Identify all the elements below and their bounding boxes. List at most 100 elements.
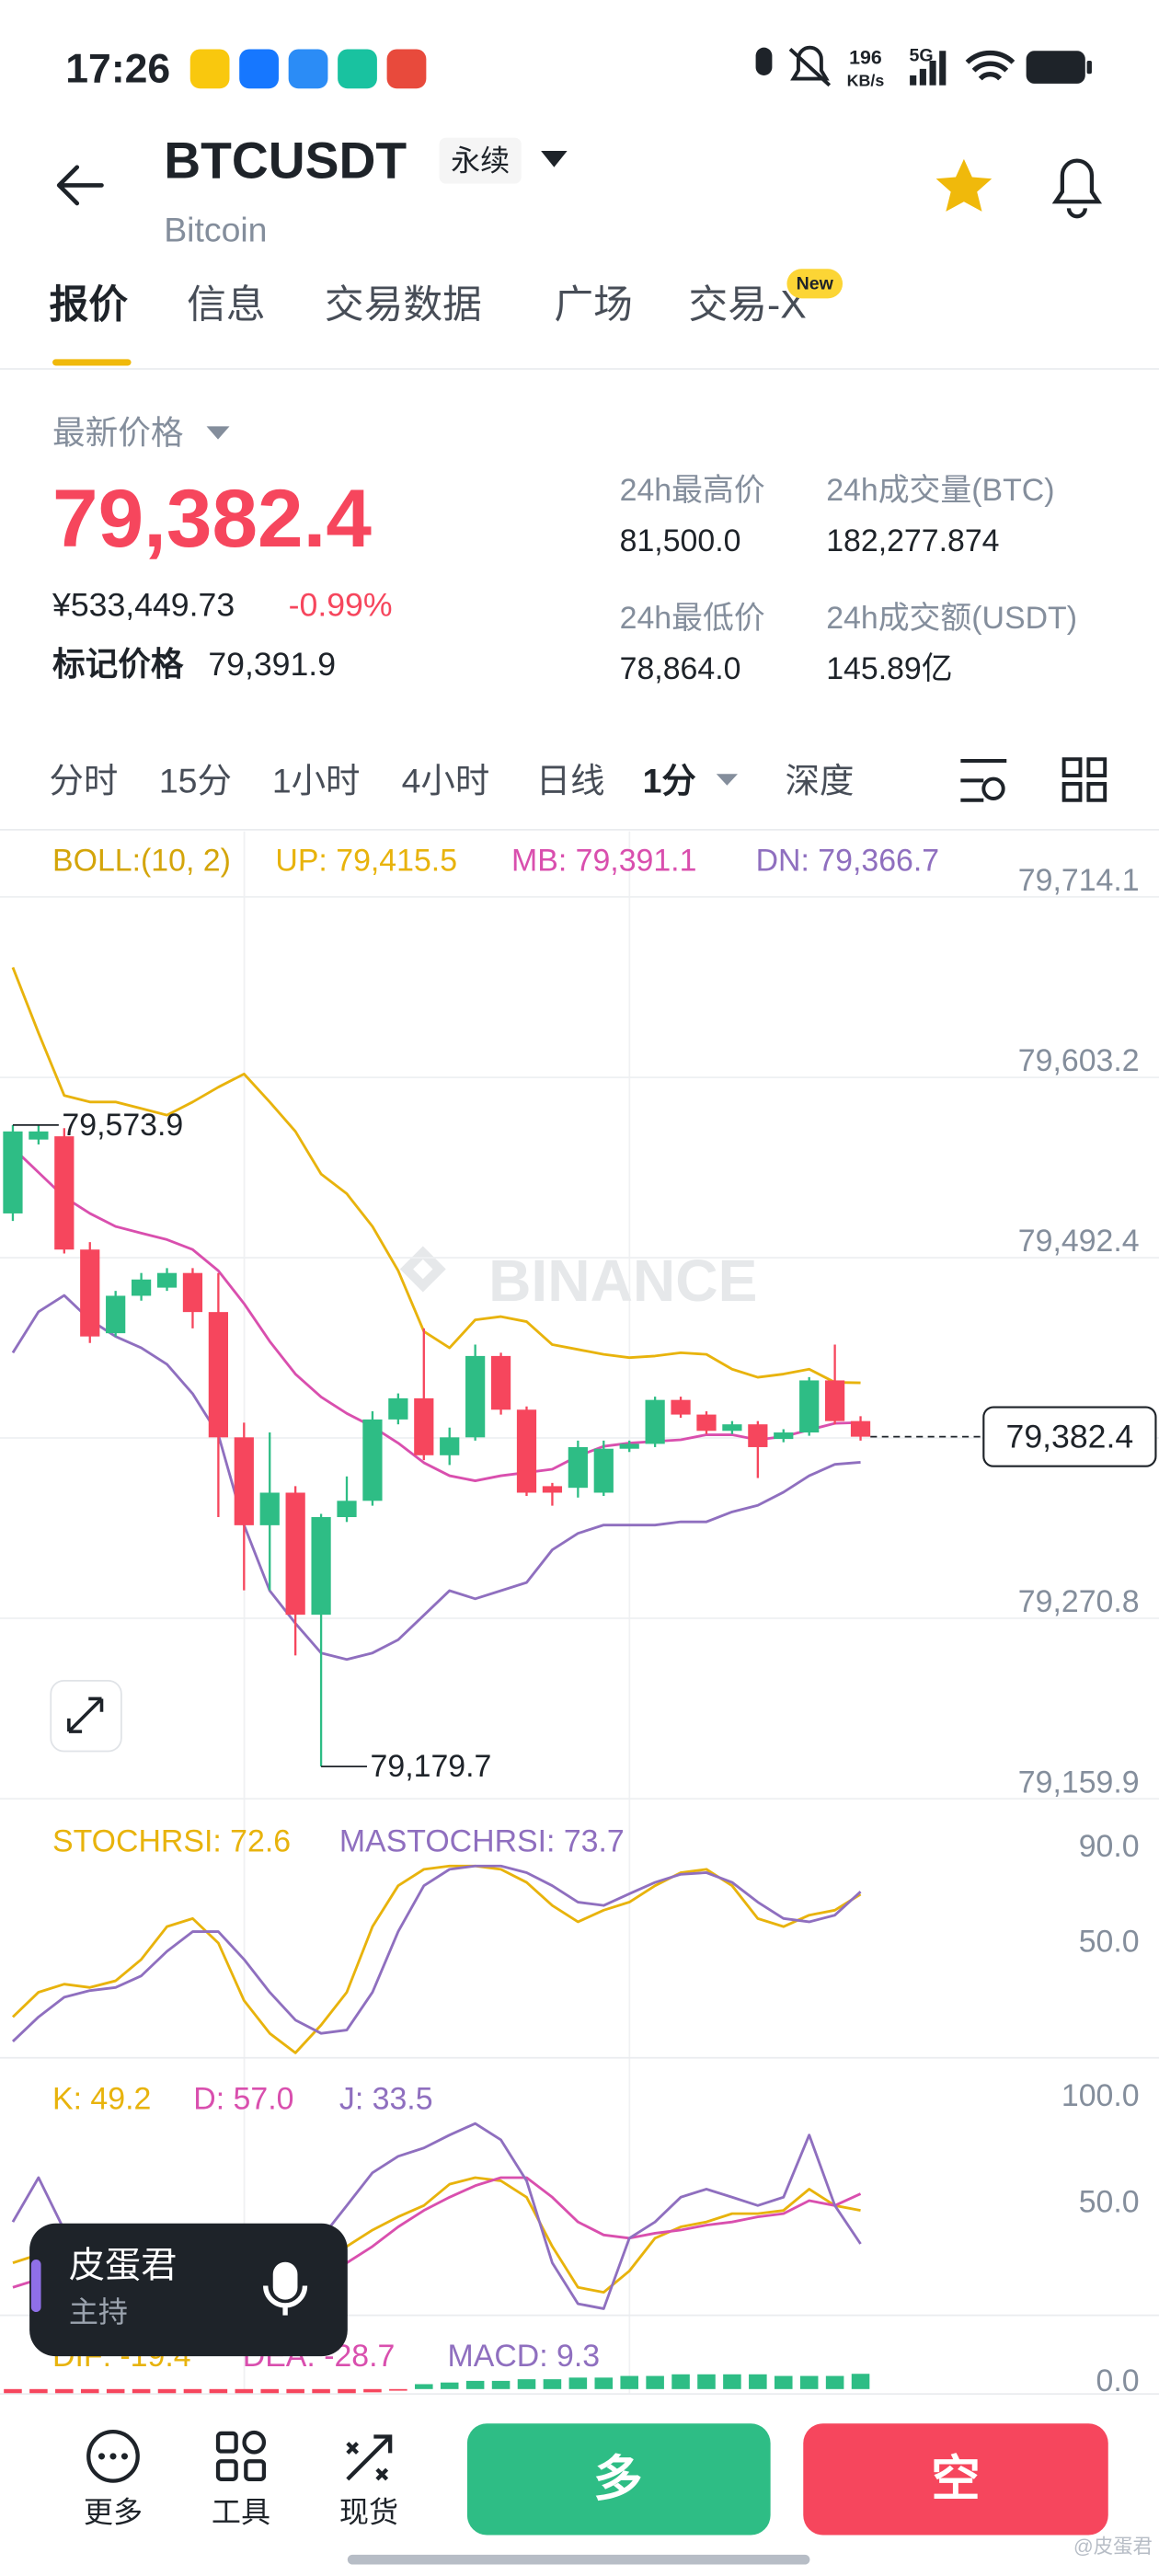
interval-tab[interactable]: 15分 [159,761,232,799]
macd-bar [851,2374,870,2389]
candle-body [80,1249,100,1337]
macd-bar [543,2379,562,2389]
app-icon [239,49,279,89]
long-button-label[interactable]: 多 [593,2452,642,2506]
long-button[interactable] [466,2423,771,2536]
macd-bar [440,2382,459,2389]
alert-bell[interactable] [1051,158,1103,219]
favorite-star[interactable] [935,158,993,212]
watermark: BINANCE [488,1248,757,1314]
mark-price-label: 标记价格 [52,646,184,683]
tab[interactable]: 广场 [554,283,633,328]
candle-body [362,1419,383,1501]
indicator-line [11,1294,861,1662]
symbol-dropdown[interactable] [541,150,568,167]
interval-tab[interactable]: 日线 [536,761,605,799]
more-icon[interactable] [86,2430,140,2483]
macd-bar [697,2374,716,2389]
layout-toggle[interactable] [1061,757,1107,802]
expand-button[interactable] [50,1679,122,1753]
host-name: 皮蛋君 [69,2247,178,2286]
macd-bar [465,2380,485,2389]
interval-dropdown[interactable] [716,774,738,786]
y-tick-label: 79,714.1 [1018,863,1140,898]
home-indicator [347,2554,810,2565]
mic-icon [755,47,773,75]
y-tick-label: 79,603.2 [1018,1043,1140,1078]
app-icon [338,49,377,89]
interval-tab[interactable]: 1分 [643,761,696,799]
candle-body [234,1437,254,1525]
macd-bar [620,2375,638,2389]
back-button[interactable] [56,165,104,206]
indicator-line [11,966,861,1385]
live-card[interactable] [29,2223,348,2357]
legend-entry: MACD: 9.3 [448,2339,601,2374]
candle-body [516,1409,537,1493]
last-price-label: 79,382.4 [1006,1419,1134,1455]
short-button[interactable] [803,2423,1108,2536]
active-tab-indicator [52,359,132,366]
candle-body [722,1424,742,1432]
macd-bar [389,2388,407,2391]
candle-body [748,1424,768,1447]
y-tick-label: 79,492.4 [1018,1224,1140,1259]
last-price-box [982,1406,1157,1467]
legend-entry: D: 57.0 [193,2081,293,2116]
y-tick-label: 90.0 [1079,1829,1140,1864]
indicator-settings[interactable] [960,759,1007,802]
macd-bar [825,2375,844,2389]
nav-more[interactable] [86,2430,140,2483]
candle-body [671,1399,691,1415]
stat-label: 24h最低价 [620,601,765,636]
nav-label[interactable]: 更多 [84,2495,143,2528]
spot-icon[interactable] [346,2434,393,2481]
tab[interactable]: 信息 [187,283,266,328]
new-badge [786,269,843,299]
candle-body [568,1446,588,1489]
nav-label[interactable]: 现货 [339,2495,398,2528]
candle-body [156,1272,178,1288]
macd-bar [749,2374,767,2389]
legend-entry: DN: 79,366.7 [756,844,940,879]
macd-bar [568,2377,588,2389]
y-tick-label: 50.0 [1079,1924,1140,1959]
signal-icon [910,51,947,86]
short-button-label[interactable]: 空 [931,2452,980,2506]
nav-label[interactable]: 工具 [212,2495,270,2528]
interval-tab[interactable]: 1小时 [272,761,361,799]
macd-bar [363,2388,382,2393]
app-icon [189,49,230,89]
candle-body [182,1272,203,1313]
interval-tab[interactable]: 深度 [786,761,855,799]
last-price: 79,382.4 [52,472,372,564]
extreme-label: 79,179.7 [371,1749,492,1784]
legend-entry: UP: 79,415.5 [275,844,457,879]
mic-button[interactable] [263,2261,308,2316]
net-speed: 196 [849,46,882,68]
tab[interactable]: 交易-X [689,283,807,328]
stat-label: 24h成交额(USDT) [826,601,1077,636]
price-label: 最新价格 [52,415,183,452]
indicator-line [11,1864,862,2043]
candle-body [850,1420,871,1437]
stat-value: 81,500.0 [620,523,741,558]
tab[interactable]: 报价 [49,283,128,328]
tools-icon[interactable] [215,2430,267,2481]
legend-entry: STOCHRSI: 72.6 [52,1824,291,1859]
net-unit: KB/s [847,71,885,89]
expand-icon[interactable] [67,1696,104,1733]
stat-value: 145.89亿 [826,651,952,686]
candle-body [414,1397,434,1455]
candle-body [593,1448,614,1493]
stat-label: 24h成交量(BTC) [826,473,1054,508]
tab[interactable]: 交易数据 [325,283,482,328]
extreme-label: 79,573.9 [62,1108,183,1143]
interval-tab[interactable]: 4小时 [402,761,490,799]
interval-tab[interactable]: 分时 [49,761,118,799]
price-label-dropdown[interactable] [206,426,230,440]
candle-body [645,1399,665,1444]
network-type: 5G [910,46,934,66]
